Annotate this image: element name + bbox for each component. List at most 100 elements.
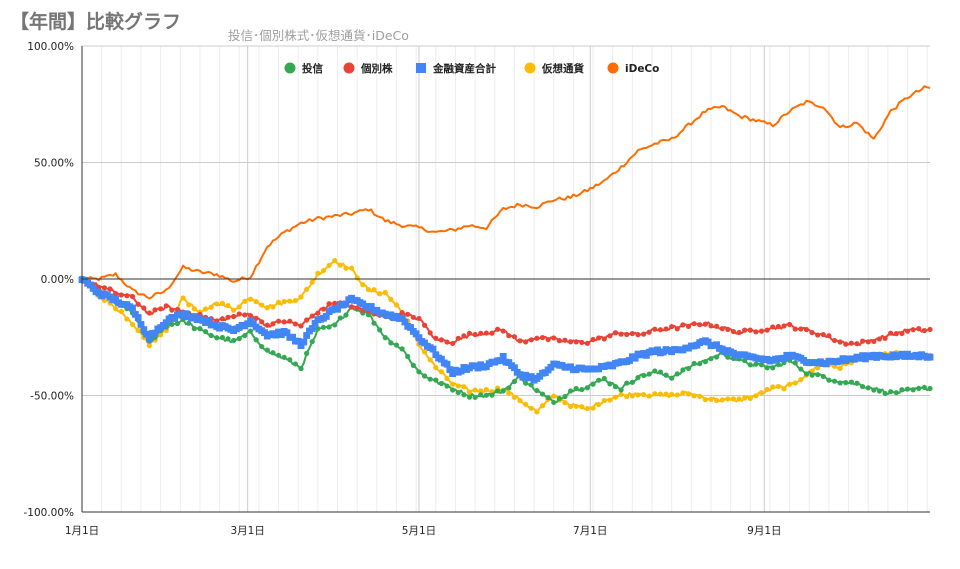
data-point xyxy=(433,364,439,371)
data-point xyxy=(107,286,113,292)
data-point xyxy=(730,396,737,402)
data-point xyxy=(528,405,534,411)
data-point xyxy=(214,301,220,307)
data-point xyxy=(579,386,585,393)
data-point xyxy=(674,326,680,332)
data-point xyxy=(388,296,394,302)
data-point xyxy=(297,342,305,349)
data-point xyxy=(652,326,658,332)
data-point xyxy=(837,365,843,372)
data-point xyxy=(457,367,465,375)
legend-marker xyxy=(416,63,426,73)
data-point xyxy=(253,337,259,343)
data-point xyxy=(242,312,248,318)
data-point xyxy=(326,324,332,330)
data-point xyxy=(219,300,225,306)
data-point xyxy=(534,409,540,415)
data-point xyxy=(393,302,400,308)
data-point xyxy=(590,405,596,411)
data-point xyxy=(135,301,141,307)
data-point xyxy=(747,362,753,368)
data-point xyxy=(652,391,658,397)
data-point xyxy=(309,338,315,345)
data-point xyxy=(624,380,630,386)
data-point xyxy=(158,306,164,312)
data-point xyxy=(573,403,579,409)
data-point xyxy=(129,293,136,300)
data-point xyxy=(304,286,310,292)
data-point xyxy=(377,291,383,297)
data-point xyxy=(663,372,669,378)
data-point xyxy=(702,396,708,403)
data-point xyxy=(427,357,433,363)
data-point xyxy=(500,328,506,334)
data-point xyxy=(753,393,759,399)
data-point xyxy=(523,339,529,345)
data-point xyxy=(579,404,585,410)
data-point xyxy=(496,357,504,364)
legend-marker xyxy=(607,62,619,74)
data-point xyxy=(145,335,153,343)
data-point xyxy=(124,293,130,299)
data-point xyxy=(545,336,551,343)
data-point xyxy=(736,396,742,402)
data-point xyxy=(450,381,456,387)
data-point xyxy=(820,331,826,338)
data-point xyxy=(815,365,821,371)
data-point xyxy=(685,365,692,372)
data-point xyxy=(152,307,158,313)
data-point xyxy=(427,376,433,382)
data-point xyxy=(736,329,742,336)
data-point xyxy=(315,270,321,276)
data-point xyxy=(320,306,327,312)
axes xyxy=(81,46,930,513)
data-point xyxy=(415,334,423,342)
data-point xyxy=(539,334,546,341)
data-point xyxy=(236,304,242,310)
data-point xyxy=(348,304,355,310)
data-point xyxy=(607,381,613,387)
data-point xyxy=(377,327,383,333)
data-point xyxy=(483,392,489,398)
data-point xyxy=(702,359,708,365)
data-point xyxy=(421,349,428,355)
data-point xyxy=(348,265,355,271)
data-point xyxy=(287,357,293,363)
data-point xyxy=(270,321,276,327)
data-point xyxy=(322,312,330,320)
data-point xyxy=(539,391,546,397)
data-point xyxy=(113,306,119,312)
data-point xyxy=(860,383,866,390)
data-point xyxy=(405,353,411,360)
data-point xyxy=(455,383,461,389)
data-point xyxy=(309,313,315,319)
data-point xyxy=(466,330,473,336)
series-line xyxy=(81,277,931,404)
data-point xyxy=(494,326,501,332)
data-point xyxy=(303,332,311,339)
data-point xyxy=(231,313,237,320)
data-point xyxy=(876,336,883,342)
data-point xyxy=(360,282,366,288)
data-point xyxy=(289,333,296,341)
data-point xyxy=(691,321,697,327)
data-point xyxy=(304,317,310,323)
data-point xyxy=(410,314,416,320)
data-point xyxy=(506,333,512,339)
data-point xyxy=(584,405,591,412)
data-point xyxy=(640,372,647,379)
data-point xyxy=(708,323,714,329)
data-point xyxy=(921,384,927,391)
data-point xyxy=(596,377,602,383)
data-point xyxy=(371,320,377,326)
data-point xyxy=(298,294,304,300)
data-point xyxy=(292,361,299,367)
data-point xyxy=(910,387,916,393)
data-point xyxy=(433,377,439,383)
data-point xyxy=(478,388,484,394)
data-point xyxy=(412,330,420,338)
data-point xyxy=(669,323,675,330)
data-point xyxy=(770,324,776,330)
data-point xyxy=(876,388,883,394)
data-point xyxy=(113,291,119,297)
